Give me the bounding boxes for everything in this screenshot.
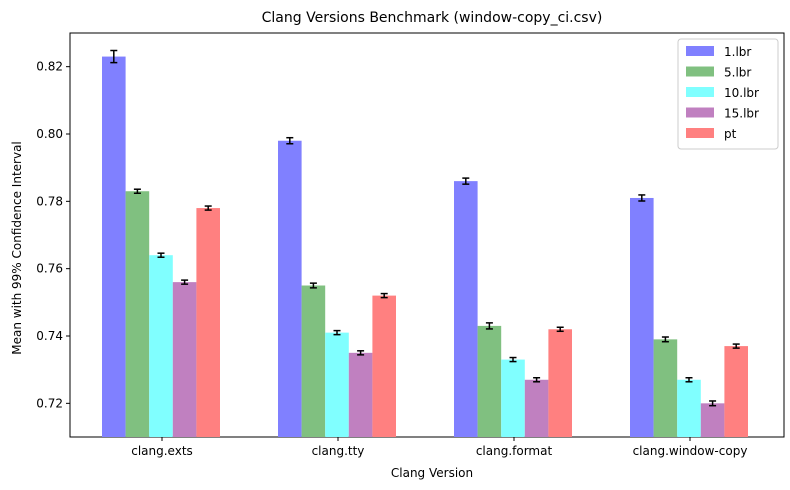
bar-pt-clang-tty bbox=[372, 295, 396, 437]
legend-swatch bbox=[686, 66, 714, 77]
bar-10-lbr-clang-format bbox=[501, 359, 525, 437]
bar-10-lbr-clang-tty bbox=[325, 332, 349, 437]
bar-15-lbr-clang-exts bbox=[172, 282, 197, 437]
bar-10-lbr-clang-window-copy bbox=[677, 379, 701, 437]
y-tick-label: 0.74 bbox=[36, 329, 63, 343]
bar-15-lbr-clang-format bbox=[524, 379, 549, 437]
plot-frame bbox=[69, 32, 785, 438]
error-bars-group bbox=[110, 49, 740, 407]
legend-swatch bbox=[686, 128, 714, 138]
x-axis-label: Clang Version bbox=[391, 466, 473, 480]
bar-15-lbr-clang-window-copy bbox=[700, 403, 725, 437]
bar-pt-clang-format bbox=[548, 329, 572, 437]
legend: 1.lbr 5.lbr 10.lbr 15.lbr pt bbox=[677, 38, 779, 150]
y-tick-label: 0.78 bbox=[36, 194, 63, 208]
chart-title: Clang Versions Benchmark (window-copy_ci… bbox=[262, 10, 603, 26]
legend-label: 5.lbr bbox=[724, 66, 751, 80]
y-tick-label: 0.80 bbox=[36, 127, 63, 141]
bar-1-lbr-clang-format bbox=[454, 181, 478, 437]
x-axis: clang.exts clang.tty clang.format clang.win… bbox=[131, 437, 747, 458]
bar-1-lbr-clang-exts bbox=[102, 56, 126, 438]
bar-5-lbr-clang-format bbox=[477, 325, 502, 437]
x-tick-label: clang.window-copy bbox=[633, 444, 748, 458]
legend-swatch bbox=[686, 46, 714, 56]
x-tick-label: clang.format bbox=[476, 444, 553, 458]
bar-pt-clang-window-copy bbox=[724, 346, 748, 437]
legend-label: pt bbox=[724, 127, 737, 141]
y-axis-label: Mean with 99% Confidence Interval bbox=[10, 141, 24, 355]
y-tick-label: 0.72 bbox=[36, 396, 63, 410]
bar-15-lbr-clang-tty bbox=[348, 352, 373, 437]
legend-swatch bbox=[686, 87, 714, 97]
bars-group bbox=[102, 56, 748, 438]
bar-1-lbr-clang-window-copy bbox=[630, 197, 654, 437]
bar-10-lbr-clang-exts bbox=[149, 255, 173, 437]
y-tick-label: 0.82 bbox=[36, 60, 63, 74]
plot-area bbox=[69, 32, 785, 438]
bar-5-lbr-clang-window-copy bbox=[653, 339, 678, 437]
y-axis: 0.72 0.74 0.76 0.78 0.80 0.82 bbox=[36, 60, 70, 410]
x-tick-label: clang.tty bbox=[312, 444, 365, 458]
bar-5-lbr-clang-tty bbox=[301, 285, 326, 437]
legend-label: 1.lbr bbox=[724, 45, 751, 59]
y-tick-label: 0.76 bbox=[36, 262, 63, 276]
bar-1-lbr-clang-tty bbox=[278, 140, 302, 437]
legend-label: 15.lbr bbox=[724, 107, 759, 121]
bar-5-lbr-clang-exts bbox=[125, 191, 150, 437]
bar-pt-clang-exts bbox=[196, 208, 220, 437]
x-tick-label: clang.exts bbox=[131, 444, 193, 458]
legend-swatch bbox=[686, 107, 714, 118]
legend-label: 10.lbr bbox=[724, 86, 759, 100]
